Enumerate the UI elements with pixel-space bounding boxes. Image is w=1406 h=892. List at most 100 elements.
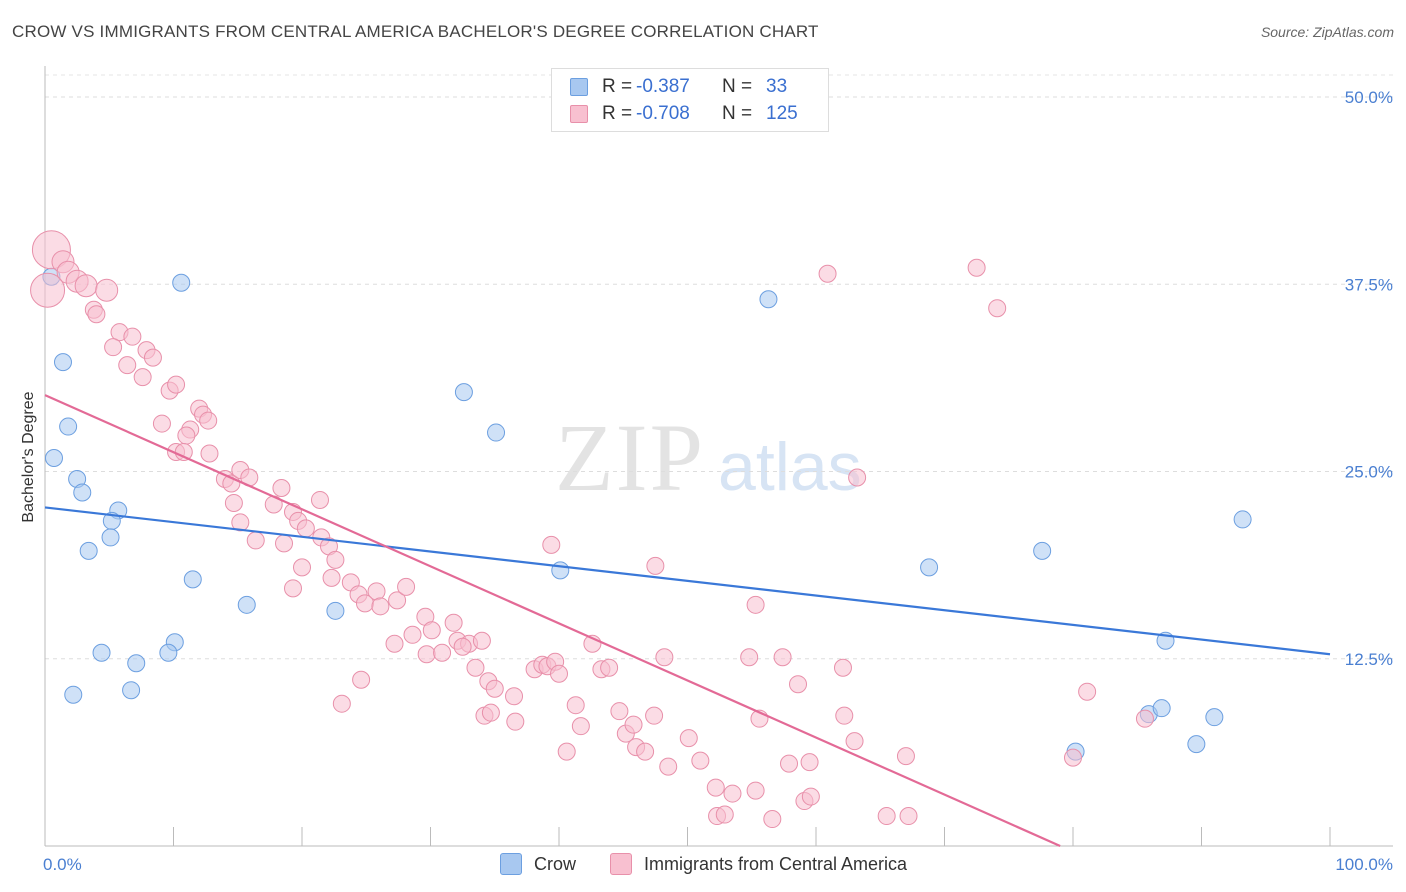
immigrants-point bbox=[397, 577, 416, 596]
immigrants-point bbox=[433, 643, 452, 662]
data-points bbox=[30, 230, 1252, 829]
immigrants-point bbox=[723, 784, 742, 803]
x-tick-label: 0.0% bbox=[43, 855, 82, 874]
immigrants-point bbox=[284, 579, 303, 598]
y-tick-label: 25.0% bbox=[1345, 463, 1393, 482]
immigrants-point bbox=[746, 595, 765, 614]
immigrants-point bbox=[1078, 682, 1097, 701]
immigrants-point bbox=[272, 478, 291, 497]
immigrants-point bbox=[444, 613, 463, 632]
immigrants-point bbox=[789, 675, 808, 694]
immigrants-point bbox=[200, 444, 219, 463]
immigrants-point bbox=[691, 751, 710, 770]
immigrants-point bbox=[371, 597, 390, 616]
immigrants-point bbox=[624, 715, 643, 734]
crow-point bbox=[183, 570, 202, 589]
immigrants-point bbox=[1135, 709, 1154, 728]
crow-point bbox=[101, 528, 120, 547]
crow-point bbox=[551, 561, 570, 580]
immigrants-point bbox=[123, 327, 142, 346]
r-label: R = bbox=[602, 76, 633, 97]
immigrants-point bbox=[466, 658, 485, 677]
crow-point bbox=[326, 601, 345, 620]
immigrants-point bbox=[104, 338, 123, 357]
y-tick-label: 12.5% bbox=[1345, 650, 1393, 669]
immigrants-point bbox=[679, 729, 698, 748]
r-label: R = bbox=[602, 103, 633, 124]
y-tick-label: 37.5% bbox=[1345, 275, 1393, 294]
crow-points bbox=[42, 267, 1252, 761]
grid bbox=[45, 74, 1393, 660]
immigrants-point bbox=[355, 594, 374, 613]
legend-row-crow: R = -0.387 N = 33 bbox=[570, 75, 787, 99]
x-tick-label: 100.0% bbox=[1335, 855, 1393, 874]
immigrants-point bbox=[833, 658, 852, 677]
bottom-legend-immigrants: Immigrants from Central America bbox=[610, 852, 907, 876]
r-value: -0.387 bbox=[636, 76, 690, 97]
crow-point bbox=[1233, 510, 1252, 529]
immigrants-point bbox=[403, 625, 422, 644]
crow-point bbox=[920, 558, 939, 577]
immigrants-point bbox=[352, 670, 371, 689]
crow-point bbox=[53, 353, 72, 372]
immigrants-point bbox=[485, 679, 504, 698]
immigrants-point bbox=[899, 807, 918, 826]
crow-point bbox=[454, 383, 473, 402]
immigrants-point bbox=[746, 781, 765, 800]
immigrants-point bbox=[152, 414, 171, 433]
immigrants-point bbox=[645, 706, 664, 725]
immigrants-point bbox=[231, 513, 250, 532]
immigrants-point bbox=[550, 664, 568, 683]
immigrants-point bbox=[143, 348, 162, 367]
immigrants-point bbox=[848, 468, 867, 487]
immigrants-point bbox=[571, 717, 590, 736]
watermark-zip: ZIP bbox=[555, 404, 705, 511]
crow-point bbox=[1152, 699, 1171, 718]
immigrants-point bbox=[988, 299, 1007, 318]
immigrants-point bbox=[472, 631, 491, 650]
immigrants-point bbox=[646, 556, 665, 575]
crow-point bbox=[172, 273, 191, 292]
immigrants-point bbox=[326, 550, 345, 569]
crow-point bbox=[487, 423, 506, 442]
immigrants-point bbox=[740, 648, 759, 667]
y-axis-label: Bachelor's Degree bbox=[20, 391, 37, 522]
crow-point bbox=[73, 483, 92, 502]
crow-point bbox=[79, 541, 98, 560]
crow-swatch bbox=[570, 78, 588, 96]
immigrants-point bbox=[293, 558, 311, 577]
n-label: N = bbox=[722, 103, 753, 124]
immigrants-point bbox=[296, 519, 315, 538]
immigrants-point bbox=[967, 258, 986, 277]
immigrants-point bbox=[505, 687, 524, 706]
crow-point bbox=[237, 595, 256, 614]
crow-point bbox=[127, 654, 146, 673]
immigrants-point bbox=[30, 272, 66, 308]
immigrants-point bbox=[763, 810, 782, 829]
immigrants-point bbox=[417, 645, 436, 664]
immigrants-point bbox=[801, 787, 820, 806]
immigrants-point bbox=[310, 490, 329, 509]
immigrants-legend-swatch bbox=[610, 853, 632, 875]
crow-point bbox=[92, 643, 111, 662]
crow-legend-swatch bbox=[500, 853, 522, 875]
crow-point bbox=[759, 290, 778, 309]
r-value: -0.708 bbox=[636, 103, 690, 124]
immigrants-point bbox=[199, 411, 218, 430]
immigrants-point bbox=[385, 634, 404, 653]
immigrants-point bbox=[332, 694, 351, 713]
immigrants-points bbox=[30, 230, 1154, 829]
immigrants-point bbox=[224, 493, 243, 512]
immigrants-point bbox=[896, 747, 915, 766]
source-label: Source: ZipAtlas.com bbox=[1260, 24, 1394, 40]
immigrants-point bbox=[655, 648, 674, 667]
immigrants-point bbox=[773, 648, 792, 667]
crow-point bbox=[159, 643, 178, 662]
correlation-legend: R = -0.387 N = 33 R = -0.708 N = 125 bbox=[551, 68, 829, 132]
crow-point bbox=[59, 417, 78, 436]
n-label: N = bbox=[722, 76, 753, 97]
trend-lines bbox=[44, 394, 1331, 848]
immigrants-point bbox=[246, 531, 265, 550]
immigrants-point bbox=[835, 706, 854, 725]
